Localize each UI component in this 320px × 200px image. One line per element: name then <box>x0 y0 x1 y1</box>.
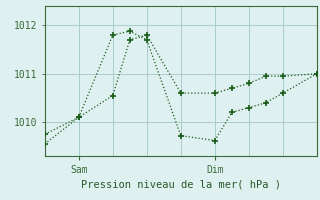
X-axis label: Pression niveau de la mer( hPa ): Pression niveau de la mer( hPa ) <box>81 179 281 189</box>
